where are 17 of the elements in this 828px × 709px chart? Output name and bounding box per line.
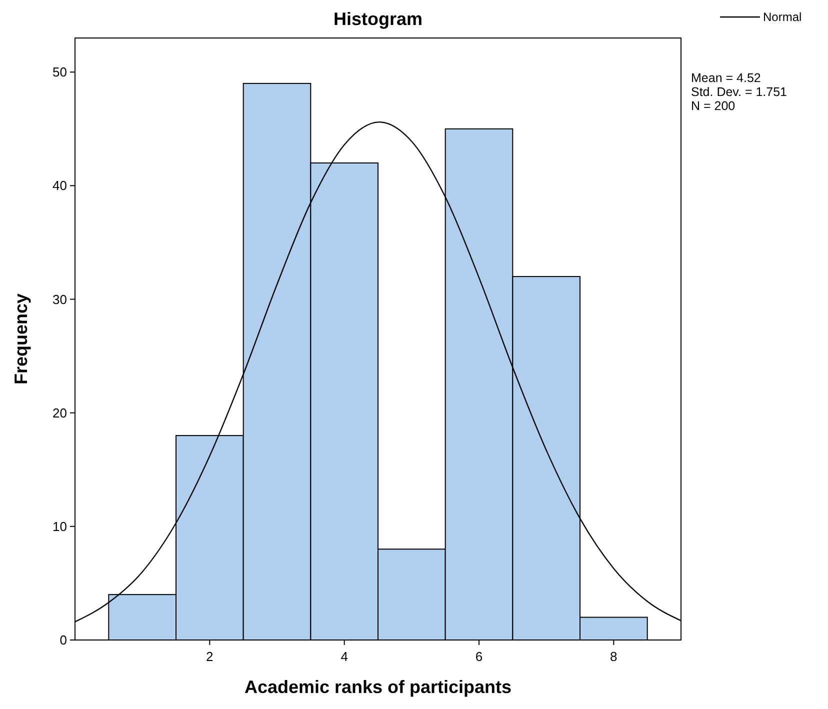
y-tick-label: 0 <box>60 632 67 648</box>
y-tick-label: 30 <box>52 292 67 307</box>
x-tick-label: 4 <box>340 649 348 664</box>
text: Std. Dev. = 1.751 <box>691 85 788 99</box>
legend-label: Normal <box>763 10 802 24</box>
y-axis-title: Frequency <box>11 293 31 385</box>
y-tick-label: 20 <box>52 405 67 420</box>
y-tick-label: 40 <box>52 178 67 194</box>
x-tick-label: 6 <box>475 649 483 664</box>
text: N = 200 <box>691 99 736 113</box>
x-tick-label: 2 <box>206 649 214 664</box>
text: Mean = 4.52 <box>691 71 761 85</box>
y-tick-label: 50 <box>52 64 67 80</box>
y-tick-label: 10 <box>52 518 67 534</box>
x-tick-label: 8 <box>610 649 618 664</box>
chart-title: Histogram <box>333 9 423 29</box>
x-axis-title: Academic ranks of participants <box>244 677 512 697</box>
